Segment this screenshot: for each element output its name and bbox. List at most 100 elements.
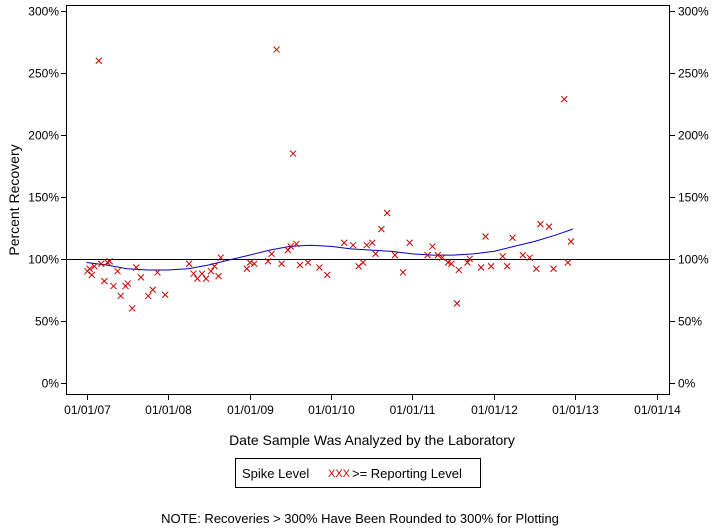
data-point xyxy=(215,272,222,280)
data-point xyxy=(359,259,367,266)
x-tick-label: 01/01/11 xyxy=(390,403,436,417)
x-tick-label: 01/01/07 xyxy=(64,403,111,417)
x-tick-label: 01/01/08 xyxy=(145,403,192,417)
data-point xyxy=(293,240,300,248)
data-point xyxy=(88,271,96,279)
y-tick-label-right: 250% xyxy=(678,67,709,81)
data-point xyxy=(383,209,391,217)
y-tick-label-left: 50% xyxy=(35,315,59,329)
legend-box xyxy=(235,458,481,488)
data-point xyxy=(372,250,379,258)
data-point xyxy=(304,259,312,266)
data-point xyxy=(287,243,295,250)
data-point xyxy=(406,239,414,247)
trend-line xyxy=(86,228,573,271)
data-point xyxy=(154,269,161,276)
y-axis-title: Percent Recovery xyxy=(6,144,22,255)
data-point xyxy=(278,260,286,268)
trend-line-layer xyxy=(86,228,573,271)
data-point xyxy=(268,250,275,258)
data-point xyxy=(246,259,254,266)
y-tick-label-left: 300% xyxy=(28,5,59,19)
y-tick-label-right: 150% xyxy=(678,191,709,205)
data-point xyxy=(316,264,323,271)
data-point xyxy=(149,286,157,294)
data-point xyxy=(90,262,98,270)
y-axis-left: 0% 50% 100% 150% 200% 250% 300% xyxy=(28,5,66,391)
data-point xyxy=(363,241,371,249)
data-point xyxy=(117,292,124,300)
data-point xyxy=(95,57,103,65)
data-point xyxy=(564,259,572,266)
y-tick-label-right: 300% xyxy=(678,5,709,19)
data-point xyxy=(503,262,511,270)
y-tick-label-left: 200% xyxy=(28,129,59,143)
data-point xyxy=(464,259,471,266)
data-point xyxy=(545,223,553,230)
data-point xyxy=(455,266,463,274)
data-point xyxy=(264,257,272,265)
data-point xyxy=(477,264,485,271)
data-point xyxy=(284,246,292,254)
data-point xyxy=(349,241,357,249)
data-point xyxy=(207,267,215,275)
data-point xyxy=(438,254,446,261)
data-point xyxy=(519,251,527,259)
y-tick-label-left: 250% xyxy=(28,67,59,81)
data-point xyxy=(250,260,258,268)
data-point xyxy=(217,254,225,261)
data-point xyxy=(137,274,145,281)
plot-frame xyxy=(66,5,670,395)
data-point xyxy=(378,225,385,233)
data-point xyxy=(399,269,407,276)
points-layer xyxy=(84,46,575,312)
y-tick-label-right: 100% xyxy=(678,253,709,267)
data-point xyxy=(296,261,304,269)
data-point xyxy=(509,234,516,242)
data-point xyxy=(429,243,436,250)
y-tick-label-right: 50% xyxy=(678,315,702,329)
data-point xyxy=(368,239,376,247)
data-point xyxy=(567,238,575,245)
data-point xyxy=(434,251,442,259)
y-tick-label-left: 100% xyxy=(28,253,59,267)
x-tick-label: 01/01/13 xyxy=(552,403,599,417)
legend-marker: XXX xyxy=(328,468,351,480)
data-point xyxy=(550,265,557,273)
data-point xyxy=(560,95,568,103)
data-point xyxy=(86,265,93,273)
data-point xyxy=(185,260,193,268)
data-point xyxy=(537,220,544,228)
x-tick-label: 01/01/09 xyxy=(227,403,274,417)
y-tick-label-right: 0% xyxy=(678,377,696,391)
data-point xyxy=(340,239,348,247)
data-point xyxy=(243,265,251,273)
x-tick-label: 01/01/10 xyxy=(308,403,355,417)
x-tick-label: 01/01/14 xyxy=(634,403,681,417)
data-point xyxy=(355,262,362,270)
y-tick-label-right: 200% xyxy=(678,129,709,143)
data-point xyxy=(124,280,132,287)
data-point xyxy=(211,262,218,270)
data-point xyxy=(128,304,136,312)
data-point xyxy=(391,251,399,259)
data-point xyxy=(106,257,114,265)
data-point xyxy=(323,271,331,279)
x-tick-label: 01/01/12 xyxy=(471,403,518,417)
x-axis-title: Date Sample Was Analyzed by the Laborato… xyxy=(229,432,515,448)
data-point xyxy=(466,255,474,263)
data-point xyxy=(448,260,455,268)
data-point xyxy=(198,270,206,278)
data-point xyxy=(487,262,495,270)
data-point xyxy=(289,150,297,157)
y-axis-right: 0% 50% 100% 150% 200% 250% 300% xyxy=(670,5,709,391)
data-point xyxy=(499,252,507,260)
footnote: NOTE: Recoveries > 300% Have Been Rounde… xyxy=(161,511,559,526)
data-point xyxy=(526,254,534,261)
data-point xyxy=(453,300,461,307)
data-point xyxy=(97,260,105,268)
data-point xyxy=(424,251,431,259)
data-point xyxy=(202,275,210,282)
data-point xyxy=(273,46,280,53)
data-point xyxy=(132,264,140,271)
